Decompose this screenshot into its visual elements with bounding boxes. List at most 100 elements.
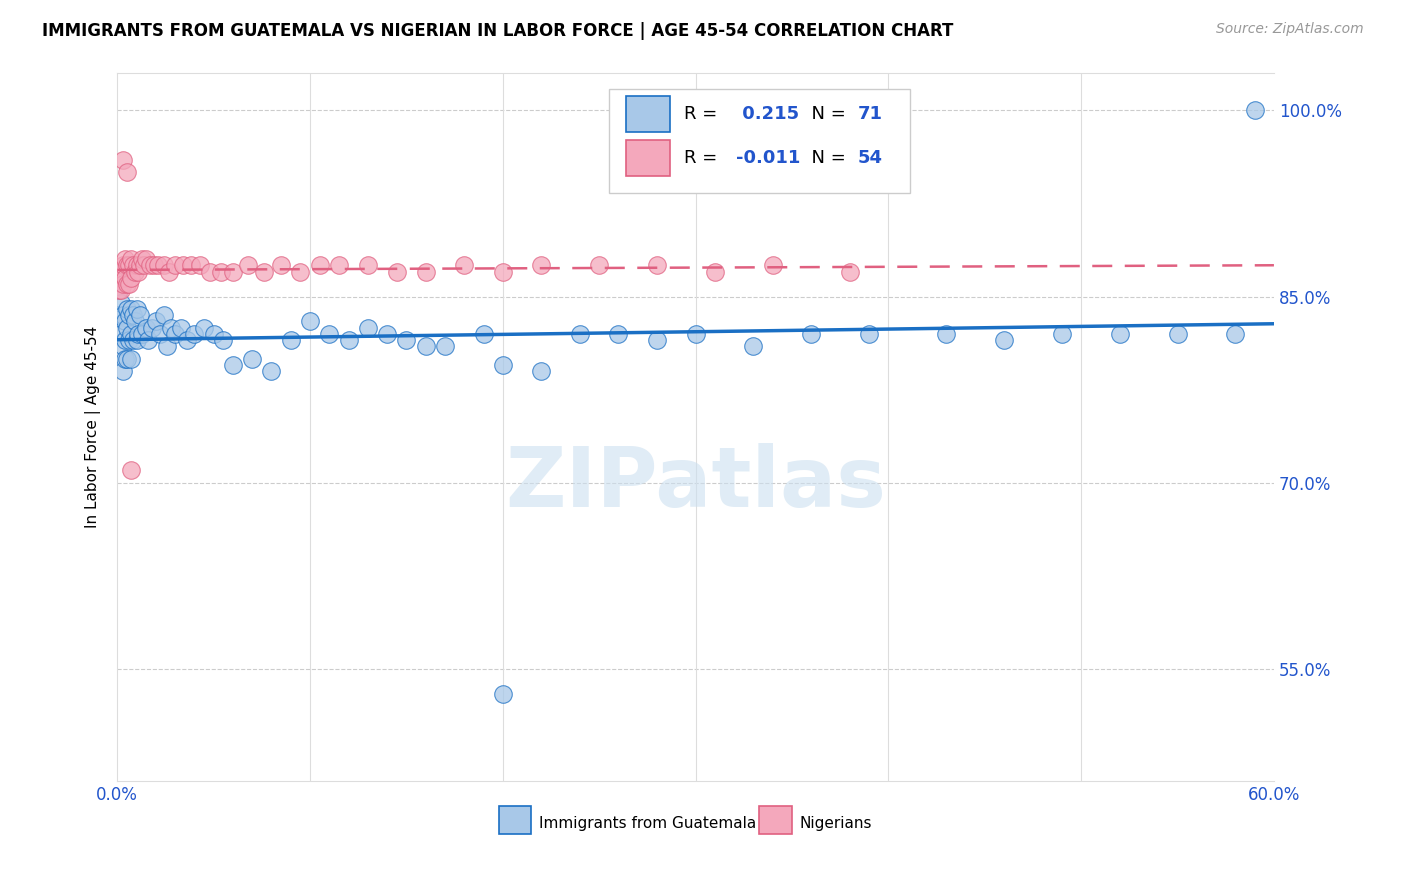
Point: [124, 265, 146, 279]
Text: R =: R =: [685, 150, 723, 168]
Point: [935, 326, 957, 341]
Point: [124, 314, 146, 328]
Point: [118, 333, 141, 347]
Point: [110, 265, 132, 279]
Text: 0.215: 0.215: [737, 105, 799, 123]
Point: [318, 326, 340, 341]
Point: [145, 314, 167, 328]
Point: [156, 339, 179, 353]
Point: [157, 265, 180, 279]
Point: [1225, 326, 1247, 341]
Point: [134, 259, 156, 273]
Point: [115, 165, 138, 179]
Point: [131, 326, 153, 341]
Point: [139, 259, 162, 273]
Point: [114, 271, 136, 285]
Point: [110, 326, 132, 341]
Point: [114, 314, 136, 328]
Point: [165, 326, 187, 341]
Point: [125, 333, 148, 347]
Point: [120, 252, 142, 267]
Point: [121, 333, 143, 347]
Point: [492, 265, 515, 279]
Point: [260, 364, 283, 378]
Point: [129, 308, 152, 322]
Point: [115, 320, 138, 334]
Point: [568, 326, 591, 341]
Point: [328, 259, 350, 273]
Point: [1243, 103, 1265, 118]
Point: [152, 259, 174, 273]
Point: [129, 259, 152, 273]
Point: [607, 326, 630, 341]
Point: [472, 326, 495, 341]
Point: [222, 265, 245, 279]
Point: [742, 339, 765, 353]
Point: [114, 333, 136, 347]
Text: Nigerians: Nigerians: [800, 816, 872, 831]
Point: [125, 259, 148, 273]
Point: [415, 339, 437, 353]
Point: [115, 301, 138, 316]
Point: [645, 259, 668, 273]
Point: [112, 339, 135, 353]
Point: [993, 333, 1015, 347]
Point: [135, 320, 157, 334]
Point: [120, 463, 142, 477]
Point: [800, 326, 823, 341]
Point: [1167, 326, 1189, 341]
Point: [290, 265, 312, 279]
Point: [198, 265, 221, 279]
Point: [152, 308, 174, 322]
Point: [115, 351, 138, 366]
Point: [114, 351, 136, 366]
Point: [209, 265, 232, 279]
Point: [703, 265, 725, 279]
Point: [530, 364, 553, 378]
FancyBboxPatch shape: [626, 140, 671, 176]
Point: [149, 326, 172, 341]
FancyBboxPatch shape: [499, 805, 531, 834]
Point: [165, 259, 187, 273]
Point: [121, 308, 143, 322]
Point: [280, 333, 302, 347]
Point: [172, 259, 194, 273]
Point: [112, 259, 135, 273]
Point: [110, 295, 132, 310]
FancyBboxPatch shape: [759, 805, 792, 834]
Point: [530, 259, 553, 273]
Point: [212, 333, 235, 347]
Point: [121, 259, 143, 273]
Point: [135, 252, 157, 267]
Point: [308, 259, 330, 273]
Point: [193, 320, 215, 334]
Point: [120, 351, 142, 366]
Point: [115, 277, 138, 292]
Point: [357, 320, 380, 334]
Point: [131, 252, 153, 267]
Point: [127, 265, 149, 279]
Point: [415, 265, 437, 279]
Point: [112, 364, 135, 378]
FancyBboxPatch shape: [609, 88, 910, 194]
Point: [180, 259, 202, 273]
Text: Source: ZipAtlas.com: Source: ZipAtlas.com: [1216, 22, 1364, 37]
Point: [114, 252, 136, 267]
Point: [238, 259, 260, 273]
Point: [337, 333, 360, 347]
Point: [433, 339, 456, 353]
Point: [453, 259, 475, 273]
Point: [492, 358, 515, 372]
Point: [253, 265, 276, 279]
Point: [183, 326, 205, 341]
Point: [762, 259, 785, 273]
Point: [115, 259, 138, 273]
Point: [108, 283, 131, 297]
Point: [146, 259, 169, 273]
Point: [357, 259, 380, 273]
Point: [685, 326, 707, 341]
Point: [118, 277, 141, 292]
Point: [588, 259, 610, 273]
Point: [120, 301, 142, 316]
Text: 71: 71: [858, 105, 883, 123]
